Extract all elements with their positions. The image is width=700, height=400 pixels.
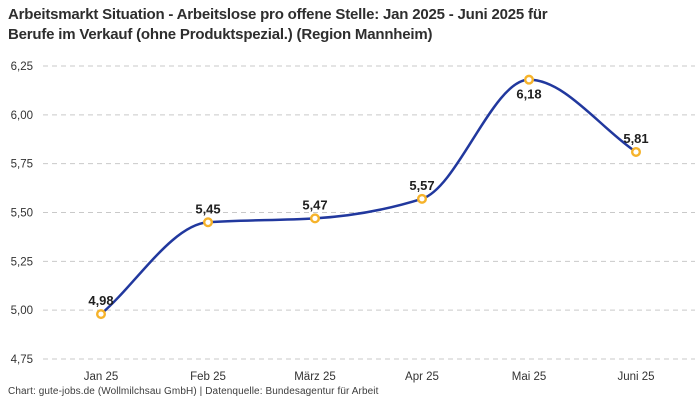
x-tick-label: Apr 25 — [405, 371, 439, 383]
x-tick-label: Mai 25 — [512, 371, 547, 383]
chart-title: Arbeitsmarkt Situation - Arbeitslose pro… — [8, 5, 688, 45]
y-tick-label: 5,50 — [11, 208, 33, 220]
x-tick-label: März 25 — [294, 371, 336, 383]
y-tick-label: 5,75 — [11, 159, 33, 171]
chart-title-line2: Berufe im Verkauf (ohne Produktspezial.)… — [8, 26, 433, 43]
trend-line — [99, 78, 638, 316]
x-tick-label: Feb 25 — [190, 371, 226, 383]
y-tick-label: 6,00 — [11, 110, 33, 122]
data-point-label: 5,47 — [302, 197, 327, 212]
x-tick-label: Juni 25 — [617, 371, 654, 383]
data-point-marker — [631, 146, 642, 157]
data-point-label: 5,57 — [409, 178, 434, 193]
data-point-marker — [310, 213, 321, 224]
data-point-marker — [95, 309, 106, 320]
data-point-label: 5,45 — [195, 201, 220, 216]
y-tick-label: 5,00 — [11, 305, 33, 317]
data-point-label: 4,98 — [88, 293, 113, 308]
data-point-marker — [417, 193, 428, 204]
data-point-label: 5,81 — [623, 131, 648, 146]
y-tick-label: 5,25 — [11, 256, 33, 268]
chart-title-line1: Arbeitsmarkt Situation - Arbeitslose pro… — [8, 6, 548, 23]
data-point-marker — [202, 217, 213, 228]
y-tick-label: 6,25 — [11, 61, 33, 73]
data-point-marker — [524, 74, 535, 85]
x-tick-label: Jan 25 — [84, 371, 119, 383]
data-point-label: 6,18 — [516, 87, 541, 102]
y-tick-label: 4,75 — [11, 354, 33, 366]
chart-footer: Chart: gute-jobs.de (Wollmilchsau GmbH) … — [8, 386, 379, 397]
